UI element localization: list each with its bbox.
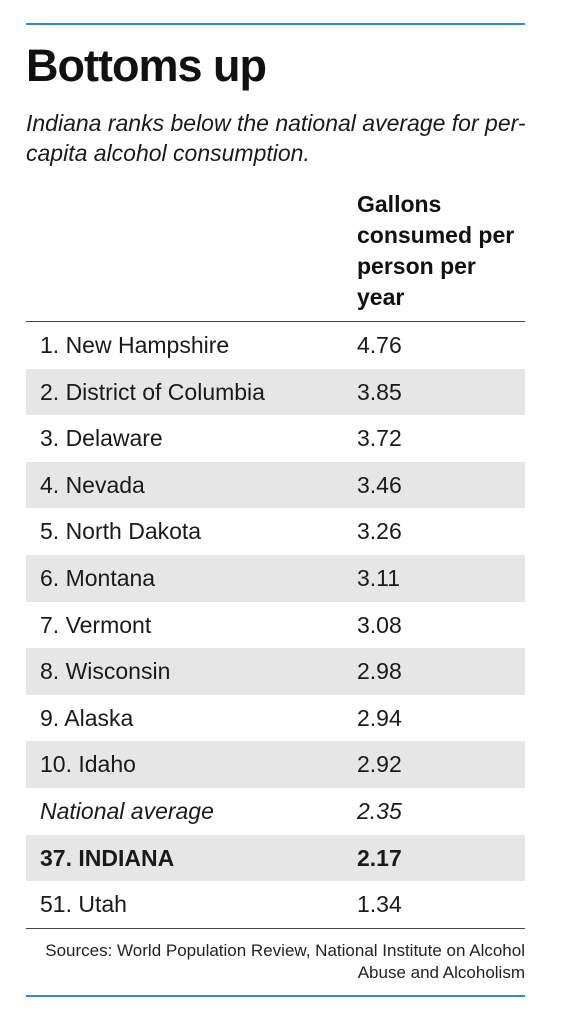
table-row: 37. INDIANA 2.17 <box>26 834 525 882</box>
row-label: 51. Utah <box>40 891 127 918</box>
table-row: National average 2.35 <box>26 788 525 835</box>
table-row: 7. Vermont 3.08 <box>26 602 525 649</box>
row-label: 5. North Dakota <box>40 518 202 545</box>
row-value: 3.08 <box>357 611 402 638</box>
chart-title: Bottoms up <box>26 40 267 91</box>
table-row: 51. Utah 1.34 <box>26 881 525 928</box>
row-label: 8. Wisconsin <box>40 658 171 685</box>
table-row: 10. Idaho 2.92 <box>26 741 525 788</box>
row-label: National average <box>40 797 214 824</box>
row-label: 9. Alaska <box>40 704 134 731</box>
bottom-accent-rule <box>26 995 525 997</box>
row-value: 2.35 <box>357 797 402 824</box>
row-label: 10. Idaho <box>40 751 136 778</box>
row-label: 2. District of Columbia <box>40 378 265 405</box>
table-row: 4. Nevada 3.46 <box>26 461 525 509</box>
column-header-gallons: Gallons consumed per person per year <box>357 191 515 310</box>
consumption-table: 1. New Hampshire 4.76 2. District of Colum… <box>26 322 525 928</box>
table-row: 9. Alaska 2.94 <box>26 695 525 742</box>
table-row: 3. Delaware 3.72 <box>26 415 525 462</box>
table-row: 6. Montana 3.11 <box>26 554 525 602</box>
row-value: 2.98 <box>357 658 402 685</box>
source-note: Sources: World Population Review, Nation… <box>45 941 525 982</box>
table-row: 1. New Hampshire 4.76 <box>26 322 525 369</box>
row-value: 1.34 <box>357 891 402 918</box>
footer-divider <box>26 928 525 929</box>
table-row: 5. North Dakota 3.26 <box>26 508 525 555</box>
row-value: 3.85 <box>357 378 402 405</box>
row-label: 3. Delaware <box>40 425 163 452</box>
row-value: 3.46 <box>357 471 402 498</box>
row-value: 3.11 <box>357 564 401 591</box>
row-value: 2.17 <box>357 844 402 871</box>
row-label: 1. New Hampshire <box>40 332 230 358</box>
row-value: 4.76 <box>357 332 402 358</box>
row-label: 6. Montana <box>40 564 156 591</box>
top-accent-rule <box>26 23 525 25</box>
row-value: 3.26 <box>357 518 402 545</box>
chart-subtitle: Indiana ranks below the national average… <box>26 110 526 166</box>
row-label: 37. INDIANA <box>40 844 175 871</box>
row-label: 4. Nevada <box>40 471 145 498</box>
table-row: 8. Wisconsin 2.98 <box>26 648 525 695</box>
table-row: 2. District of Columbia 3.85 <box>26 368 525 416</box>
row-value: 3.72 <box>357 425 402 452</box>
row-value: 2.92 <box>357 751 402 778</box>
row-label: 7. Vermont <box>40 611 152 638</box>
header-divider <box>26 321 525 322</box>
row-value: 2.94 <box>357 704 402 731</box>
